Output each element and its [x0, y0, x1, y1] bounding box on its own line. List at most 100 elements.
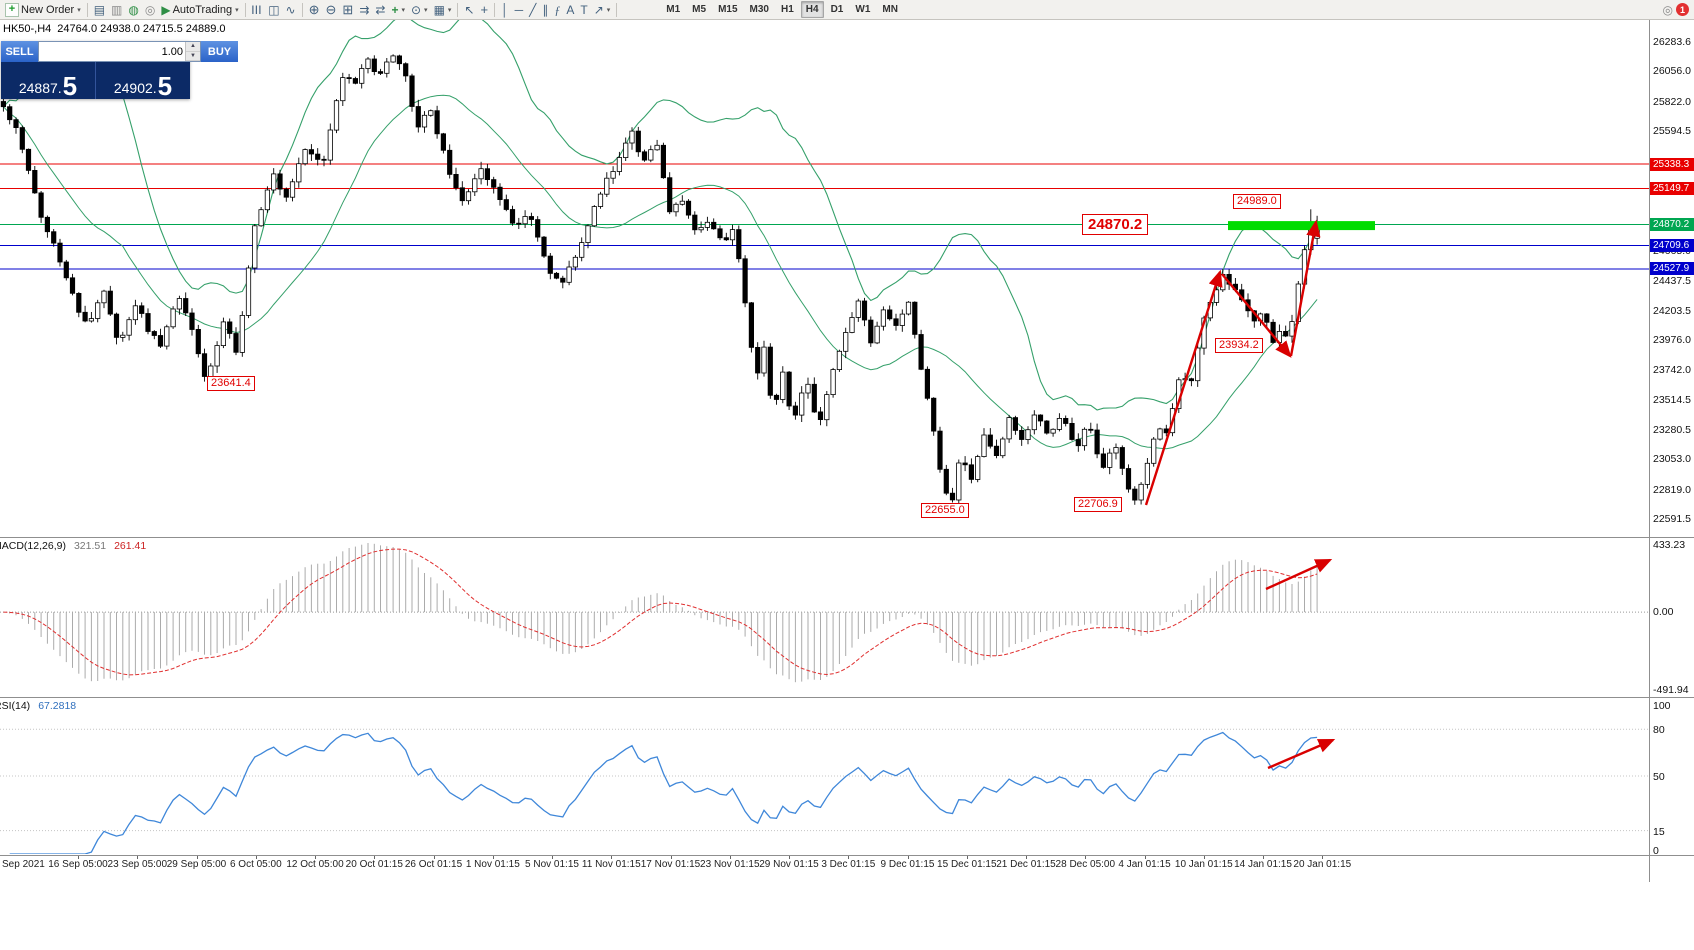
line-chart-icon: ∿: [285, 2, 296, 17]
time-axis-label: 15 Dec 01:15: [937, 859, 997, 870]
arrows-button[interactable]: ↗ ▾: [591, 1, 614, 19]
chart-shift-button[interactable]: ⇄: [372, 1, 388, 19]
crosshair-button[interactable]: +: [477, 1, 491, 19]
price-annotation[interactable]: 24989.0: [1233, 194, 1281, 210]
macd-signal-line: [3, 548, 1318, 676]
ohlc-values: 24764.0 24938.0 24715.5 24889.0: [57, 23, 226, 35]
channel-button[interactable]: ∥: [539, 1, 551, 19]
volume-input[interactable]: [39, 42, 185, 61]
price-axis-label: 24437.5: [1653, 274, 1691, 287]
macd-signal-value: 261.41: [114, 540, 147, 552]
candlestick-icon: ◫: [268, 2, 280, 17]
volume-stepper: ▲ ▼: [185, 42, 200, 61]
price-axis-label: 23280.5: [1653, 424, 1691, 436]
volume-increase-button[interactable]: ▲: [186, 42, 200, 52]
price-axis-label: 23053.0: [1653, 453, 1691, 466]
rsi-panel[interactable]: [0, 698, 1649, 854]
zoom-out-icon: ⊖: [325, 2, 337, 17]
community-icon: ◍: [128, 2, 139, 17]
panel-separator[interactable]: [0, 537, 1694, 538]
buy-button[interactable]: BUY: [201, 41, 238, 62]
price-annotation[interactable]: 22655.0: [921, 503, 969, 519]
chevron-down-icon: ▾: [424, 6, 428, 14]
sell-button[interactable]: SELL: [1, 41, 38, 62]
time-axis-label: 20 Jan 01:15: [1293, 859, 1352, 870]
time-axis-label: 4 Jan 01:15: [1118, 859, 1171, 870]
bar-chart-button[interactable]: |||: [249, 1, 266, 19]
time-axis-label: 11 Nov 01:15: [581, 859, 641, 870]
line-chart-button[interactable]: ∿: [283, 1, 299, 19]
timeframe-D1[interactable]: D1: [830, 4, 844, 15]
toolbar-separator: [301, 2, 303, 17]
panel-separator[interactable]: [0, 855, 1694, 856]
symbol-period: HK50-,H4: [3, 23, 52, 35]
vertical-line-button[interactable]: │: [498, 1, 512, 19]
price-annotation[interactable]: 22706.9: [1074, 496, 1122, 512]
timeframe-H1[interactable]: H1: [780, 4, 794, 15]
bollinger-upper: [3, 20, 1318, 411]
indicators-button[interactable]: + ▾: [388, 1, 408, 19]
timeframe-M1[interactable]: M1: [666, 4, 681, 15]
trendline-button[interactable]: ╱: [526, 1, 539, 19]
price-chart[interactable]: [0, 20, 1649, 537]
time-axis-label: 6 Oct 05:00: [229, 859, 282, 870]
time-axis-label: 5 Nov 01:15: [525, 859, 579, 870]
panel-separator[interactable]: [0, 697, 1694, 698]
time-axis-tick: [907, 856, 909, 859]
chart-title: HK50-,H4 24764.0 24938.0 24715.5 24889.0: [3, 23, 226, 35]
autotrading-label: AutoTrading: [172, 3, 233, 16]
price-annotation[interactable]: 23934.2: [1215, 338, 1263, 353]
autotrading-button[interactable]: ▶ AutoTrading ▾: [158, 1, 241, 19]
toolbar-separator: [616, 2, 618, 17]
status-icon: ◎: [1662, 2, 1673, 17]
fibonacci-button[interactable]: ƒ: [551, 1, 563, 19]
price-axis-label: 25822.0: [1653, 95, 1691, 108]
timeframe-MN[interactable]: MN: [882, 4, 898, 15]
refresh-button[interactable]: ◎: [142, 1, 158, 19]
community-button[interactable]: ◍: [125, 1, 141, 19]
macd-panel[interactable]: [0, 538, 1649, 696]
highlight-rectangle[interactable]: [1228, 221, 1375, 231]
timeframe-M30[interactable]: M30: [749, 4, 769, 15]
price-annotation[interactable]: 24870.2: [1082, 214, 1149, 236]
volume-decrease-button[interactable]: ▼: [186, 51, 200, 61]
zoom-in-button[interactable]: ⊕: [306, 1, 323, 19]
one-click-trading: SELL ▲ ▼ BUY 24887.5 24902.5: [1, 41, 238, 99]
price-axis-label: 23742.0: [1653, 364, 1691, 377]
timeframe-H4[interactable]: H4: [800, 1, 824, 18]
periods-icon: ⊙: [410, 2, 422, 17]
time-axis-label: 9 Dec 01:15: [880, 859, 935, 870]
rsi-axis-label: 15: [1653, 825, 1665, 838]
timeframe-M15[interactable]: M15: [718, 4, 738, 15]
timeframe-M5[interactable]: M5: [692, 4, 707, 15]
buy-price[interactable]: 24902. 5: [96, 62, 190, 99]
print-preview-button[interactable]: ▥: [108, 1, 125, 19]
sell-price[interactable]: 24887. 5: [1, 62, 96, 99]
auto-scroll-button[interactable]: ⇉: [356, 1, 372, 19]
time-axis-label: 29 Nov 01:15: [759, 859, 819, 870]
templates-button[interactable]: ▦ ▾: [431, 1, 455, 19]
notification-badge[interactable]: 1: [1676, 3, 1689, 16]
print-button[interactable]: ▤: [91, 1, 108, 19]
text-button[interactable]: A: [563, 1, 577, 19]
candlestick-button[interactable]: ◫: [265, 1, 282, 19]
chevron-down-icon: ▾: [401, 6, 405, 14]
timeframe-toolbar: M1 M5 M15 M30 H1 H4 D1 W1 MN: [660, 1, 904, 18]
price-axis-label: 26283.6: [1653, 36, 1691, 48]
price-annotation[interactable]: 23641.4: [207, 375, 255, 391]
time-axis-tick: [729, 856, 731, 859]
new-order-button[interactable]: + New Order ▾: [2, 1, 84, 19]
time-axis-tick: [552, 856, 553, 859]
periods-button[interactable]: ⊙ ▾: [408, 1, 431, 19]
tile-windows-button[interactable]: ⊞: [339, 1, 356, 19]
text-label-button[interactable]: T: [577, 1, 590, 19]
time-axis-tick: [1203, 856, 1205, 859]
time-axis-label: 3 Dec 01:15: [821, 859, 876, 870]
timeframe-W1[interactable]: W1: [855, 4, 871, 15]
chevron-down-icon: ▾: [235, 6, 239, 14]
horizontal-line-button[interactable]: ─: [512, 1, 527, 19]
zoom-out-button[interactable]: ⊖: [323, 1, 340, 19]
cursor-button[interactable]: ↖: [461, 1, 477, 19]
templates-icon: ▦: [433, 2, 445, 17]
